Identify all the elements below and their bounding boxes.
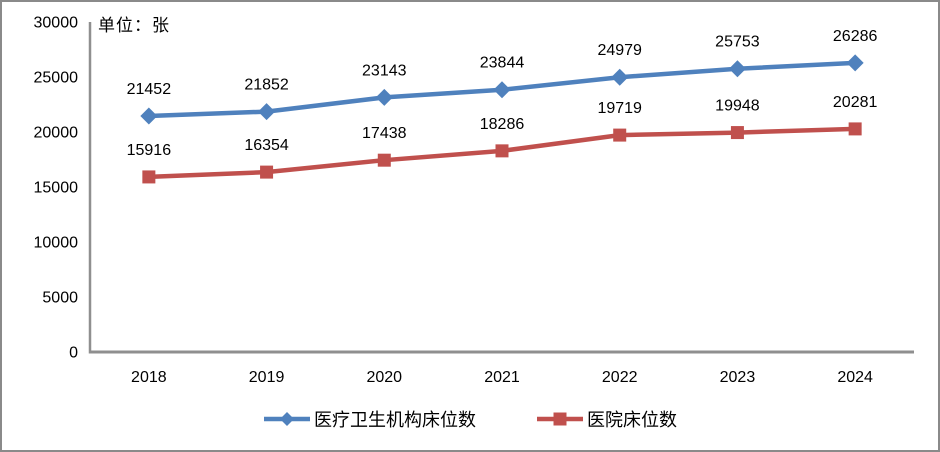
data-point-diamond (375, 88, 393, 106)
y-tick-label: 15000 (34, 180, 79, 197)
legend-marker-square (553, 412, 567, 426)
y-tick-label: 10000 (34, 235, 79, 252)
legend-line-square-icon (537, 412, 583, 426)
data-point-square (730, 126, 744, 140)
x-tick-label: 2018 (131, 369, 167, 386)
y-tick-label: 20000 (34, 125, 79, 142)
data-point-square (848, 122, 862, 136)
x-tick-label: 2024 (837, 369, 873, 386)
x-tick-label: 2022 (602, 369, 638, 386)
data-point-diamond (728, 60, 746, 78)
data-point-diamond (493, 81, 511, 99)
x-tick-label: 2023 (720, 369, 756, 386)
data-label: 16354 (244, 137, 289, 154)
data-label: 18286 (480, 116, 525, 133)
data-label: 20281 (833, 94, 878, 111)
x-tick-label: 2019 (249, 369, 285, 386)
y-tick-label: 0 (69, 345, 78, 362)
data-point-square (377, 153, 391, 167)
legend-line-diamond-icon (264, 412, 310, 426)
legend-marker-diamond (280, 412, 294, 426)
y-tick-label: 5000 (42, 290, 78, 307)
data-label: 15916 (127, 142, 172, 159)
legend-item-series-1[interactable]: 医院床位数 (536, 406, 677, 432)
data-label: 17438 (362, 125, 407, 142)
y-tick-label: 25000 (34, 70, 79, 87)
y-tick-label: 30000 (34, 15, 79, 32)
data-point-diamond (846, 54, 864, 72)
data-point-diamond (258, 103, 276, 121)
data-label: 25753 (715, 34, 760, 51)
data-label: 21452 (127, 81, 172, 98)
legend-label-series-0: 医疗卫生机构床位数 (314, 410, 476, 430)
x-tick-label: 2021 (484, 369, 520, 386)
data-label: 21852 (244, 77, 289, 94)
legend-item-series-0[interactable]: 医疗卫生机构床位数 (263, 406, 476, 432)
data-point-diamond (611, 68, 629, 86)
data-label: 26286 (833, 28, 878, 45)
data-point-square (260, 165, 274, 179)
unit-label: 单位：张 (98, 16, 170, 35)
legend: 医疗卫生机构床位数 医院床位数 (2, 406, 938, 432)
data-label: 19719 (597, 100, 642, 117)
data-point-square (142, 170, 156, 184)
legend-label-series-1: 医院床位数 (587, 410, 677, 430)
data-label: 19948 (715, 98, 760, 115)
data-label: 23143 (362, 62, 407, 79)
x-tick-label: 2020 (366, 369, 402, 386)
data-label: 23844 (480, 55, 525, 72)
data-label: 24979 (597, 42, 642, 59)
data-point-square (613, 128, 627, 142)
data-point-square (495, 144, 509, 158)
data-point-diamond (140, 107, 158, 125)
